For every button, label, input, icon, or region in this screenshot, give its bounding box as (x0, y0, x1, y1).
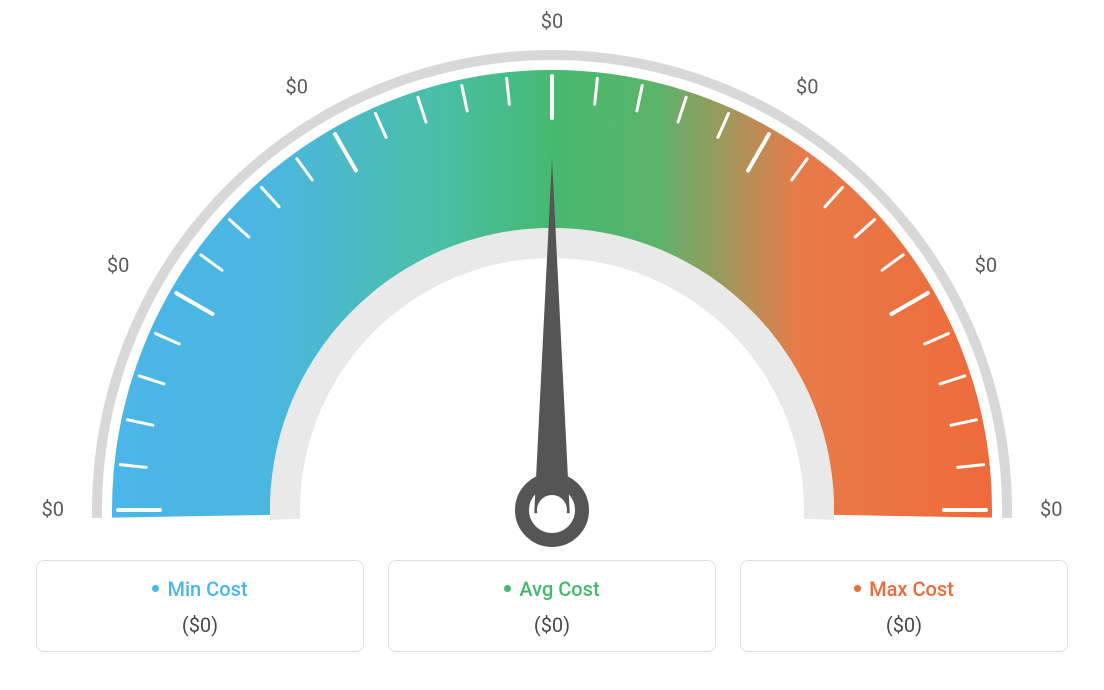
legend-value-min: ($0) (47, 613, 353, 637)
legend-title-avg: Avg Cost (504, 577, 599, 601)
gauge-tick-label: $0 (541, 9, 563, 33)
legend-label-min: Min Cost (167, 577, 247, 601)
gauge-tick-label: $0 (286, 74, 308, 98)
gauge-svg: $0 $0 $0 $0 $0 $0 $0 (0, 0, 1104, 560)
legend-card-avg: Avg Cost ($0) (388, 560, 716, 652)
legend-value-avg: ($0) (399, 613, 705, 637)
legend-dot-max (854, 585, 861, 592)
legend-label-max: Max Cost (869, 577, 954, 601)
legend-dot-min (152, 585, 159, 592)
gauge-tick-label: $0 (975, 253, 997, 277)
gauge-chart: $0 $0 $0 $0 $0 $0 $0 (0, 0, 1104, 560)
legend-dot-avg (504, 585, 511, 592)
legend-title-min: Min Cost (152, 577, 247, 601)
legend-label-avg: Avg Cost (519, 577, 599, 601)
legend-title-max: Max Cost (854, 577, 954, 601)
legend-card-min: Min Cost ($0) (36, 560, 364, 652)
cost-gauge-container: $0 $0 $0 $0 $0 $0 $0 Min Cost ($0) Avg Cost ($… (0, 0, 1104, 690)
gauge-tick-label: $0 (1040, 497, 1062, 521)
legend-row: Min Cost ($0) Avg Cost ($0) Max Cost ($0… (0, 560, 1104, 652)
gauge-tick-label: $0 (796, 74, 818, 98)
gauge-tick-label: $0 (107, 253, 129, 277)
legend-value-max: ($0) (751, 613, 1057, 637)
legend-card-max: Max Cost ($0) (740, 560, 1068, 652)
gauge-tick-label: $0 (42, 497, 64, 521)
